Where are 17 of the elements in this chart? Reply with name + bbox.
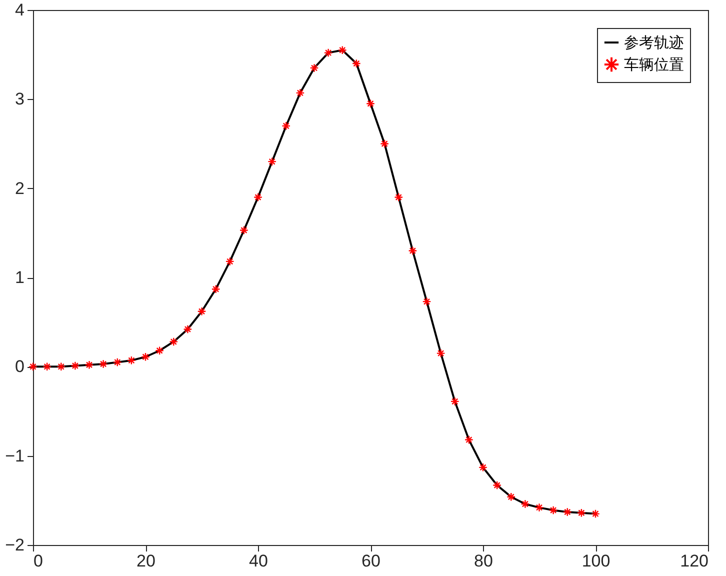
y-tick-label: 4	[15, 0, 24, 20]
y-tick-label: −2	[5, 536, 24, 554]
x-tick-label: 100	[582, 552, 610, 570]
x-tick-label: 0	[34, 552, 43, 570]
legend-label: 车辆位置	[624, 56, 684, 74]
x-tick-label: 40	[249, 552, 268, 570]
y-tick-label: 2	[15, 178, 24, 198]
x-tick-label: 80	[474, 552, 493, 570]
line-series	[32, 49, 596, 515]
y-tick-label: 1	[15, 268, 24, 287]
legend-label: 参考轨迹	[624, 34, 684, 52]
y-tick-label: −1	[5, 446, 24, 466]
x-tick-label: 20	[136, 552, 156, 570]
y-tick-label: 0	[15, 357, 24, 376]
x-tick-label: 120	[680, 552, 708, 570]
x-tick-label: 60	[362, 552, 380, 570]
y-tick-label: 3	[15, 90, 24, 109]
